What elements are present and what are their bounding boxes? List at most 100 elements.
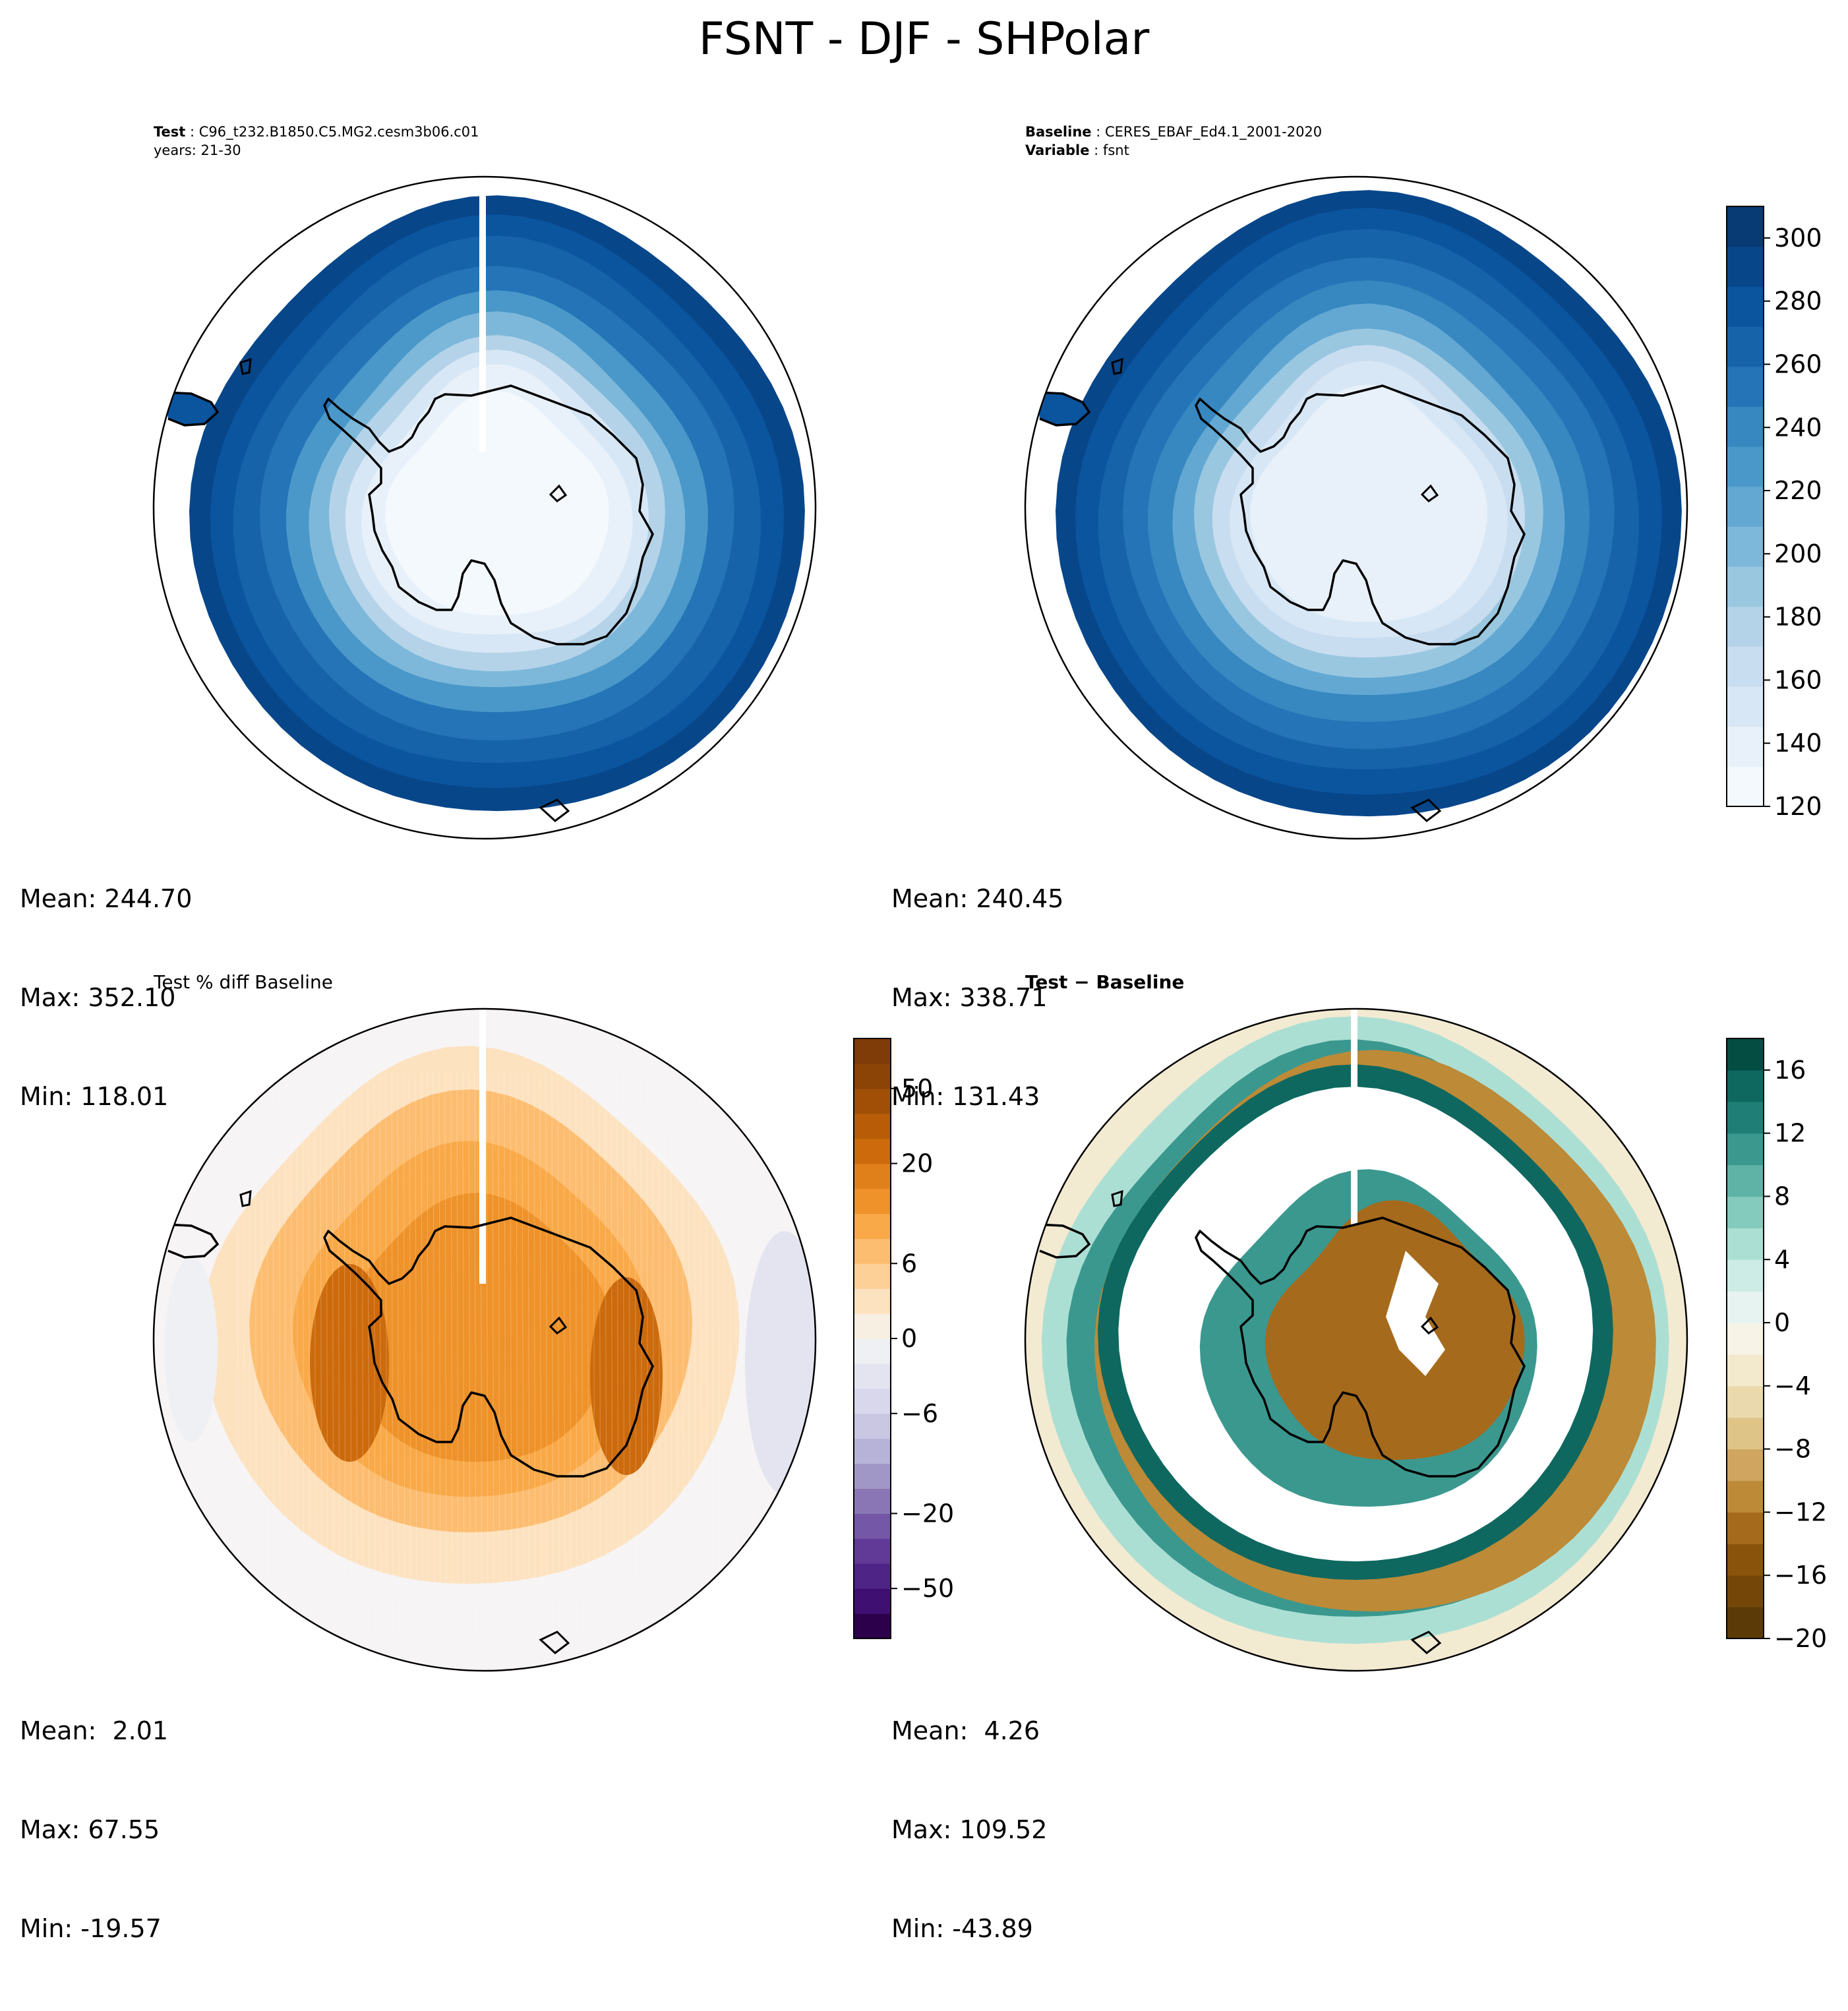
colorbar-band [854,1163,891,1189]
hatch-line [735,1072,738,1634]
contour-band [165,1257,218,1442]
map-field [1025,1009,1687,1671]
hatch-line [605,1072,607,1634]
hatch-line [332,1072,334,1634]
hatch-line [700,1072,702,1634]
test-min: Min: 118.01 [20,1082,169,1111]
colorbar-band [854,1338,891,1364]
hatch-line [421,1072,423,1634]
colorbar-tick-label: −12 [1774,1497,1827,1526]
colorbar-band [1727,446,1764,487]
hatch-line [676,1072,678,1634]
colorbar-band [1727,606,1764,647]
hatch-line [438,1072,441,1634]
colorbar-band [1727,1101,1764,1134]
colorbar-band [1727,1164,1764,1197]
variable-header-line: Variable : fsnt [1025,142,1129,158]
hatch-line [688,1072,690,1634]
hatch-line [432,1072,435,1634]
colorbar-band [1727,486,1764,527]
coastline [1410,798,1442,822]
hatch-line [504,1072,506,1634]
colorbar-band [1727,1607,1764,1639]
hatch-line [260,1072,263,1634]
colorbar-band [1727,566,1764,607]
pct-diff-colorbar: −50 −20 −6 0 6 20 50 [853,1038,954,1639]
hatch-line [652,1072,655,1634]
test-mean: Mean: 244.70 [20,884,193,913]
colorbar-tick-label: 140 [1774,729,1822,758]
hatch-line [409,1072,411,1634]
map-field [154,177,816,839]
colorbar-band [1727,1323,1764,1355]
hatch-line [302,1072,305,1634]
baseline-header-line: Baseline : CERES_EBAF_Ed4.1_2001-2020 [1025,124,1323,140]
coastline [323,384,654,645]
hatch-line [492,1072,494,1634]
hatch-line [705,1072,708,1634]
test-stats: Mean: 244.70 Max: 352.10 Min: 118.01 [20,816,192,1179]
contour-band [745,1231,816,1495]
colorbar-tick-label: 260 [1774,349,1822,378]
hatch-line [569,1072,572,1634]
coastline [1420,1316,1439,1335]
hatch-line [575,1072,578,1634]
hatch-line [622,1072,625,1634]
test-header: Test : C96_t232.B1850.C5.MG2.cesm3b06.c0… [154,123,479,160]
colorbar-band [1727,1196,1764,1228]
hatch-line [462,1072,465,1634]
pct-diff-map [152,1007,817,1672]
colorbar-band [854,1463,891,1489]
pct-diff-min: Min: -19.57 [20,1914,162,1943]
colorbar-band [854,1288,891,1314]
colorbar-band [1727,1385,1764,1418]
coastline [239,357,252,375]
colorbar-band [1727,1512,1764,1544]
contour-band [343,1193,612,1462]
coastline [1195,1216,1526,1478]
colorbar-band [854,1038,891,1064]
hatch-line [373,1072,376,1634]
test-years: years: 21-30 [154,142,241,158]
hatch-line [338,1072,340,1634]
colorbar-tick-label: −50 [901,1574,954,1603]
colorbar-tick-label: −8 [1774,1435,1811,1464]
diff-map [1024,1007,1688,1672]
hatch-line [456,1072,459,1634]
colorbar-band [854,1513,891,1539]
colorbar-band [1727,766,1764,807]
hatch-line [296,1072,299,1634]
hatch-line [664,1072,667,1634]
colorbar-tick-label: −6 [901,1399,938,1428]
hatch-line [468,1072,471,1634]
hatch-line [343,1072,346,1634]
hatch-line [314,1072,316,1634]
hatch-line [741,1072,744,1634]
hatch-line [694,1072,696,1634]
hatch-line [522,1072,524,1634]
missing-data-seam [1351,1165,1357,1224]
hatch-line [711,1072,714,1634]
hatch-line [320,1072,322,1634]
pct-diff-max: Max: 67.55 [20,1815,160,1844]
hatch-line [634,1072,637,1634]
map-frame [1024,1007,1688,1672]
hatch-line [379,1072,382,1634]
contour-band [1250,384,1487,622]
colorbar-band [1727,726,1764,767]
colorbar-band [854,1263,891,1289]
hatch-line [533,1072,536,1634]
colorbar-frame [1726,206,1764,807]
coastline [164,1223,220,1259]
hatch-line [284,1072,287,1634]
hatch-line [415,1072,417,1634]
colorbar-band [854,1538,891,1564]
colorbar-band [854,1413,891,1439]
coastline [323,1216,654,1478]
colorbar-band [854,1563,891,1589]
colorbar-tick-label: 200 [1774,539,1822,568]
hatch-line [628,1072,631,1634]
coastline [1111,357,1123,375]
colorbar-tick-label: 12 [1774,1119,1806,1148]
colorbar-band [1727,1480,1764,1513]
